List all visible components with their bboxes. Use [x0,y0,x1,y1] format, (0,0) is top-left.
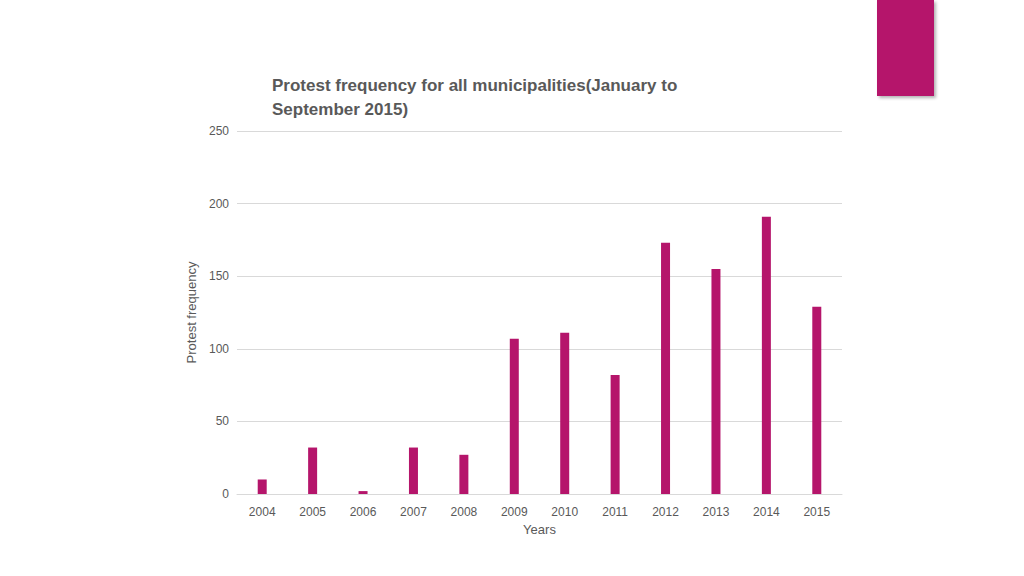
svg-text:50: 50 [216,414,230,428]
svg-text:100: 100 [209,342,229,356]
svg-text:150: 150 [209,269,229,283]
svg-text:2010: 2010 [551,505,578,519]
svg-text:2006: 2006 [350,505,377,519]
svg-text:September 2015): September 2015) [272,100,408,119]
svg-text:2014: 2014 [753,505,780,519]
svg-text:Years: Years [523,522,556,537]
svg-text:2008: 2008 [451,505,478,519]
svg-text:2007: 2007 [400,505,427,519]
svg-text:2013: 2013 [703,505,730,519]
svg-text:2011: 2011 [602,505,628,519]
svg-text:0: 0 [222,487,229,501]
svg-text:2005: 2005 [299,505,326,519]
svg-text:2015: 2015 [803,505,830,519]
svg-text:2012: 2012 [652,505,679,519]
svg-text:200: 200 [209,197,229,211]
svg-text:Protest frequency: Protest frequency [184,261,199,363]
svg-text:2009: 2009 [501,505,528,519]
svg-text:Protest frequency for all muni: Protest frequency for all municipalities… [272,76,682,95]
svg-text:2004: 2004 [249,505,276,519]
svg-text:250: 250 [209,124,229,138]
